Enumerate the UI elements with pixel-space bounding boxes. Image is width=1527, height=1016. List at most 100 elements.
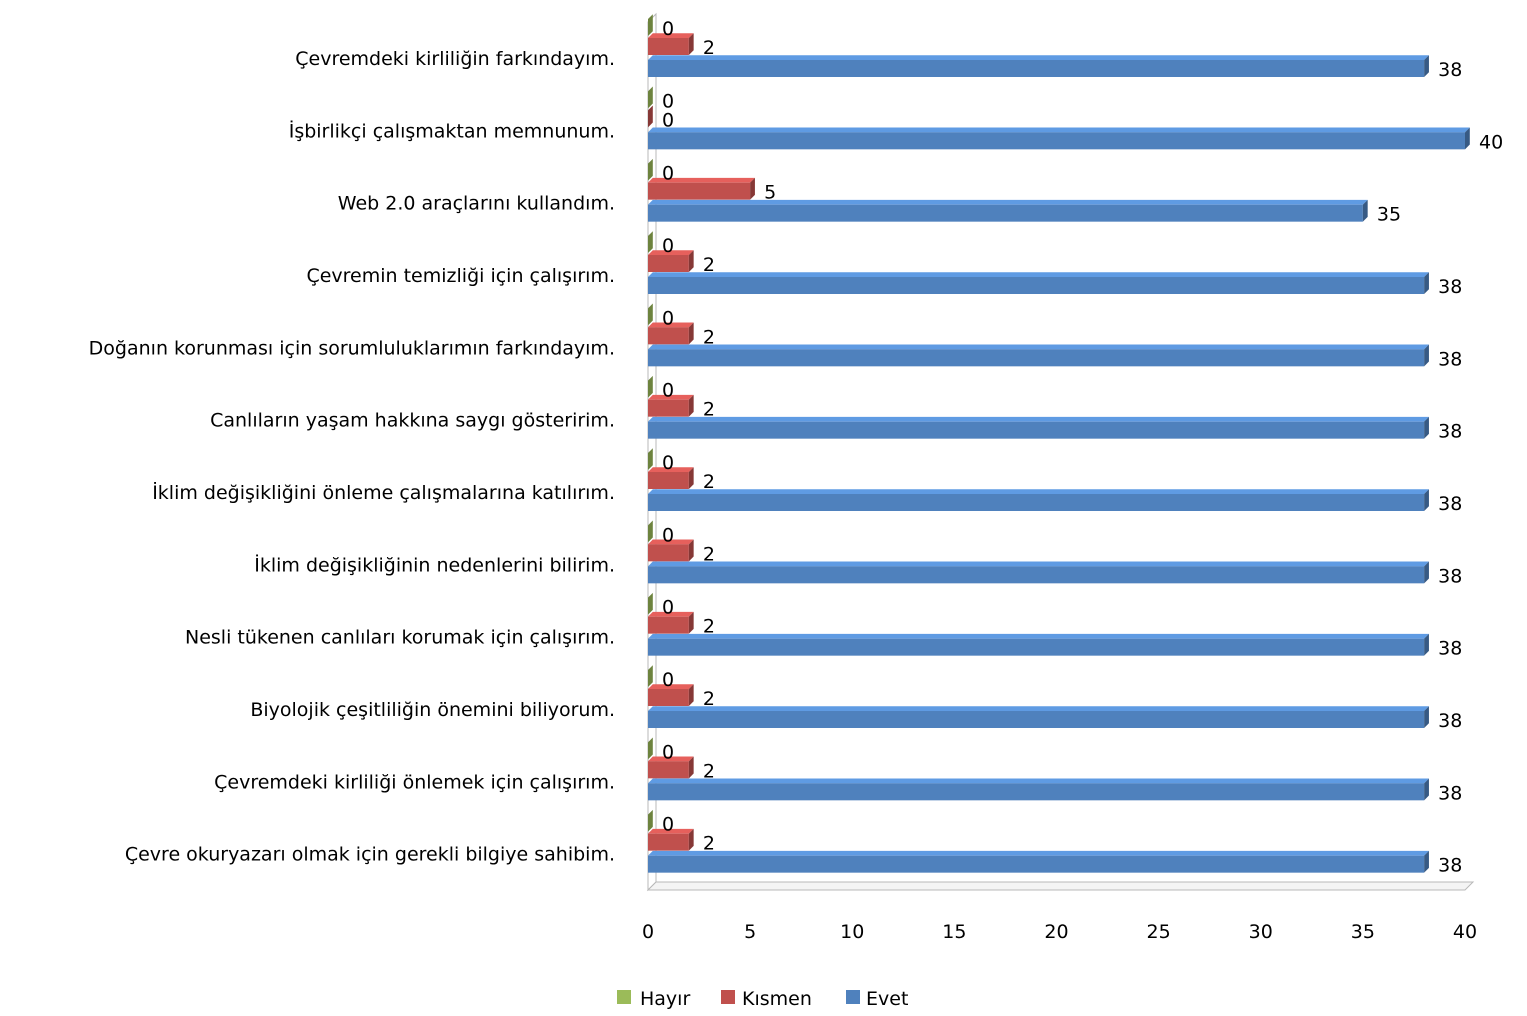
bar-evet [648,778,1429,801]
data-label: 0 [662,669,674,691]
category-label: Canlıların yaşam hakkına saygı gösteriri… [210,410,615,432]
x-axis: 0 5 10 15 20 25 30 35 40 [642,921,1477,943]
data-label: 38 [1438,565,1462,587]
bar-hayır [648,665,653,687]
category-label: İklim değişikliğinin nedenlerini bilirim… [254,553,615,576]
bar-kısmen [648,756,694,779]
data-label: 0 [662,380,674,402]
data-label: 0 [662,307,674,329]
category-label: Çevre okuryazarı olmak için gerekli bilg… [125,844,615,866]
x-tick-label: 20 [1044,921,1068,943]
legend: Hayır Kısmen Evet [617,988,908,1010]
bar-evet [648,489,1429,511]
legend-label: Evet [866,988,908,1010]
bar-kısmen [648,177,755,200]
bar-hayır [648,448,653,470]
bar-hayır [648,737,653,760]
bar-evet [648,850,1429,873]
data-label: 40 [1479,131,1503,153]
data-label: 38 [1438,782,1462,804]
legend-swatch [846,990,860,1004]
bar-hayır [648,520,653,543]
data-label: 38 [1438,710,1462,732]
data-label: 2 [703,254,715,276]
data-label: 0 [662,524,674,546]
bar-evet [648,561,1429,584]
x-tick-label: 0 [642,921,654,943]
bar-evet [648,416,1429,439]
category-label: Nesli tükenen canlıları korumak için çal… [185,627,615,649]
legend-swatch [721,990,735,1004]
bar-evet [648,199,1368,222]
bar-kısmen [648,539,694,562]
legend-label: Kısmen [742,988,812,1010]
data-label: 38 [1438,855,1462,877]
data-label: 0 [662,452,674,474]
bar-kısmen [648,828,694,851]
category-label: Web 2.0 araçlarını kullandım. [338,193,615,215]
legend-label: Hayır [640,988,690,1010]
bar-evet [648,706,1429,728]
bar-kısmen [648,105,653,128]
bar-evet [648,633,1429,656]
data-label: 2 [703,399,715,421]
x-tick-label: 30 [1249,921,1273,943]
data-label: 38 [1438,493,1462,515]
x-tick-label: 25 [1147,921,1171,943]
data-label: 0 [662,741,674,763]
category-label: İşbirlikçi çalışmaktan memnunum. [289,119,615,142]
data-label: 2 [703,326,715,348]
category-label: Çevremdeki kirliliği önlemek için çalışı… [214,771,615,793]
bar-hayır [648,158,653,181]
x-tick-label: 40 [1453,921,1477,943]
bar-evet [648,344,1429,367]
bar-evet [648,55,1429,77]
data-label: 0 [662,163,674,185]
category-label: Çevremin temizliği için çalışırım. [306,265,615,287]
floor [646,881,1475,891]
legend-swatch [617,990,631,1004]
data-label: 0 [662,814,674,836]
category-labels: Çevremdeki kirliliğin farkındayım. İşbirl… [89,48,615,866]
bar-kısmen [648,250,694,272]
data-label: 2 [703,37,715,59]
bars [648,14,1470,873]
bar-kısmen [648,611,694,634]
category-label: İklim değişikliğini önleme çalışmalarına… [152,481,615,504]
bar-kısmen [648,33,694,55]
category-label: Doğanın korunması için sorumluluklarımın… [89,337,615,359]
x-tick-label: 15 [942,921,966,943]
data-label: 2 [703,833,715,855]
data-label: 5 [764,182,776,204]
data-label: 38 [1438,638,1462,660]
data-label: 0 [662,18,674,40]
data-label: 0 [662,597,674,619]
data-label: 38 [1438,276,1462,298]
bar-kısmen [648,322,694,345]
data-label: 2 [703,760,715,782]
data-label: 2 [703,471,715,493]
bar-hayır [648,231,653,253]
data-label: 38 [1438,348,1462,370]
bar-hayır [648,303,653,326]
bar-kısmen [648,394,694,417]
bar-evet [648,127,1470,150]
bar-kısmen [648,467,694,489]
bar-hayır [648,14,653,36]
x-tick-label: 5 [744,921,756,943]
data-label: 2 [703,616,715,638]
data-label: 0 [662,235,674,257]
legend-item: Evet [846,988,908,1010]
bar-hayır [648,86,653,109]
data-label: 38 [1438,421,1462,443]
data-labels: 0 2 38 0 0 40 0 5 35 0 2 38 0 2 38 0 2 38 0 2 38 0 2 38 0 2 38 0 2 38… [662,18,1503,877]
data-label: 2 [703,688,715,710]
bar-evet [648,272,1429,294]
data-label: 0 [662,90,674,112]
data-label: 35 [1377,204,1401,226]
category-label: Çevremdeki kirliliğin farkındayım. [295,48,615,70]
bar-hayır [648,592,653,615]
x-tick-label: 35 [1351,921,1375,943]
